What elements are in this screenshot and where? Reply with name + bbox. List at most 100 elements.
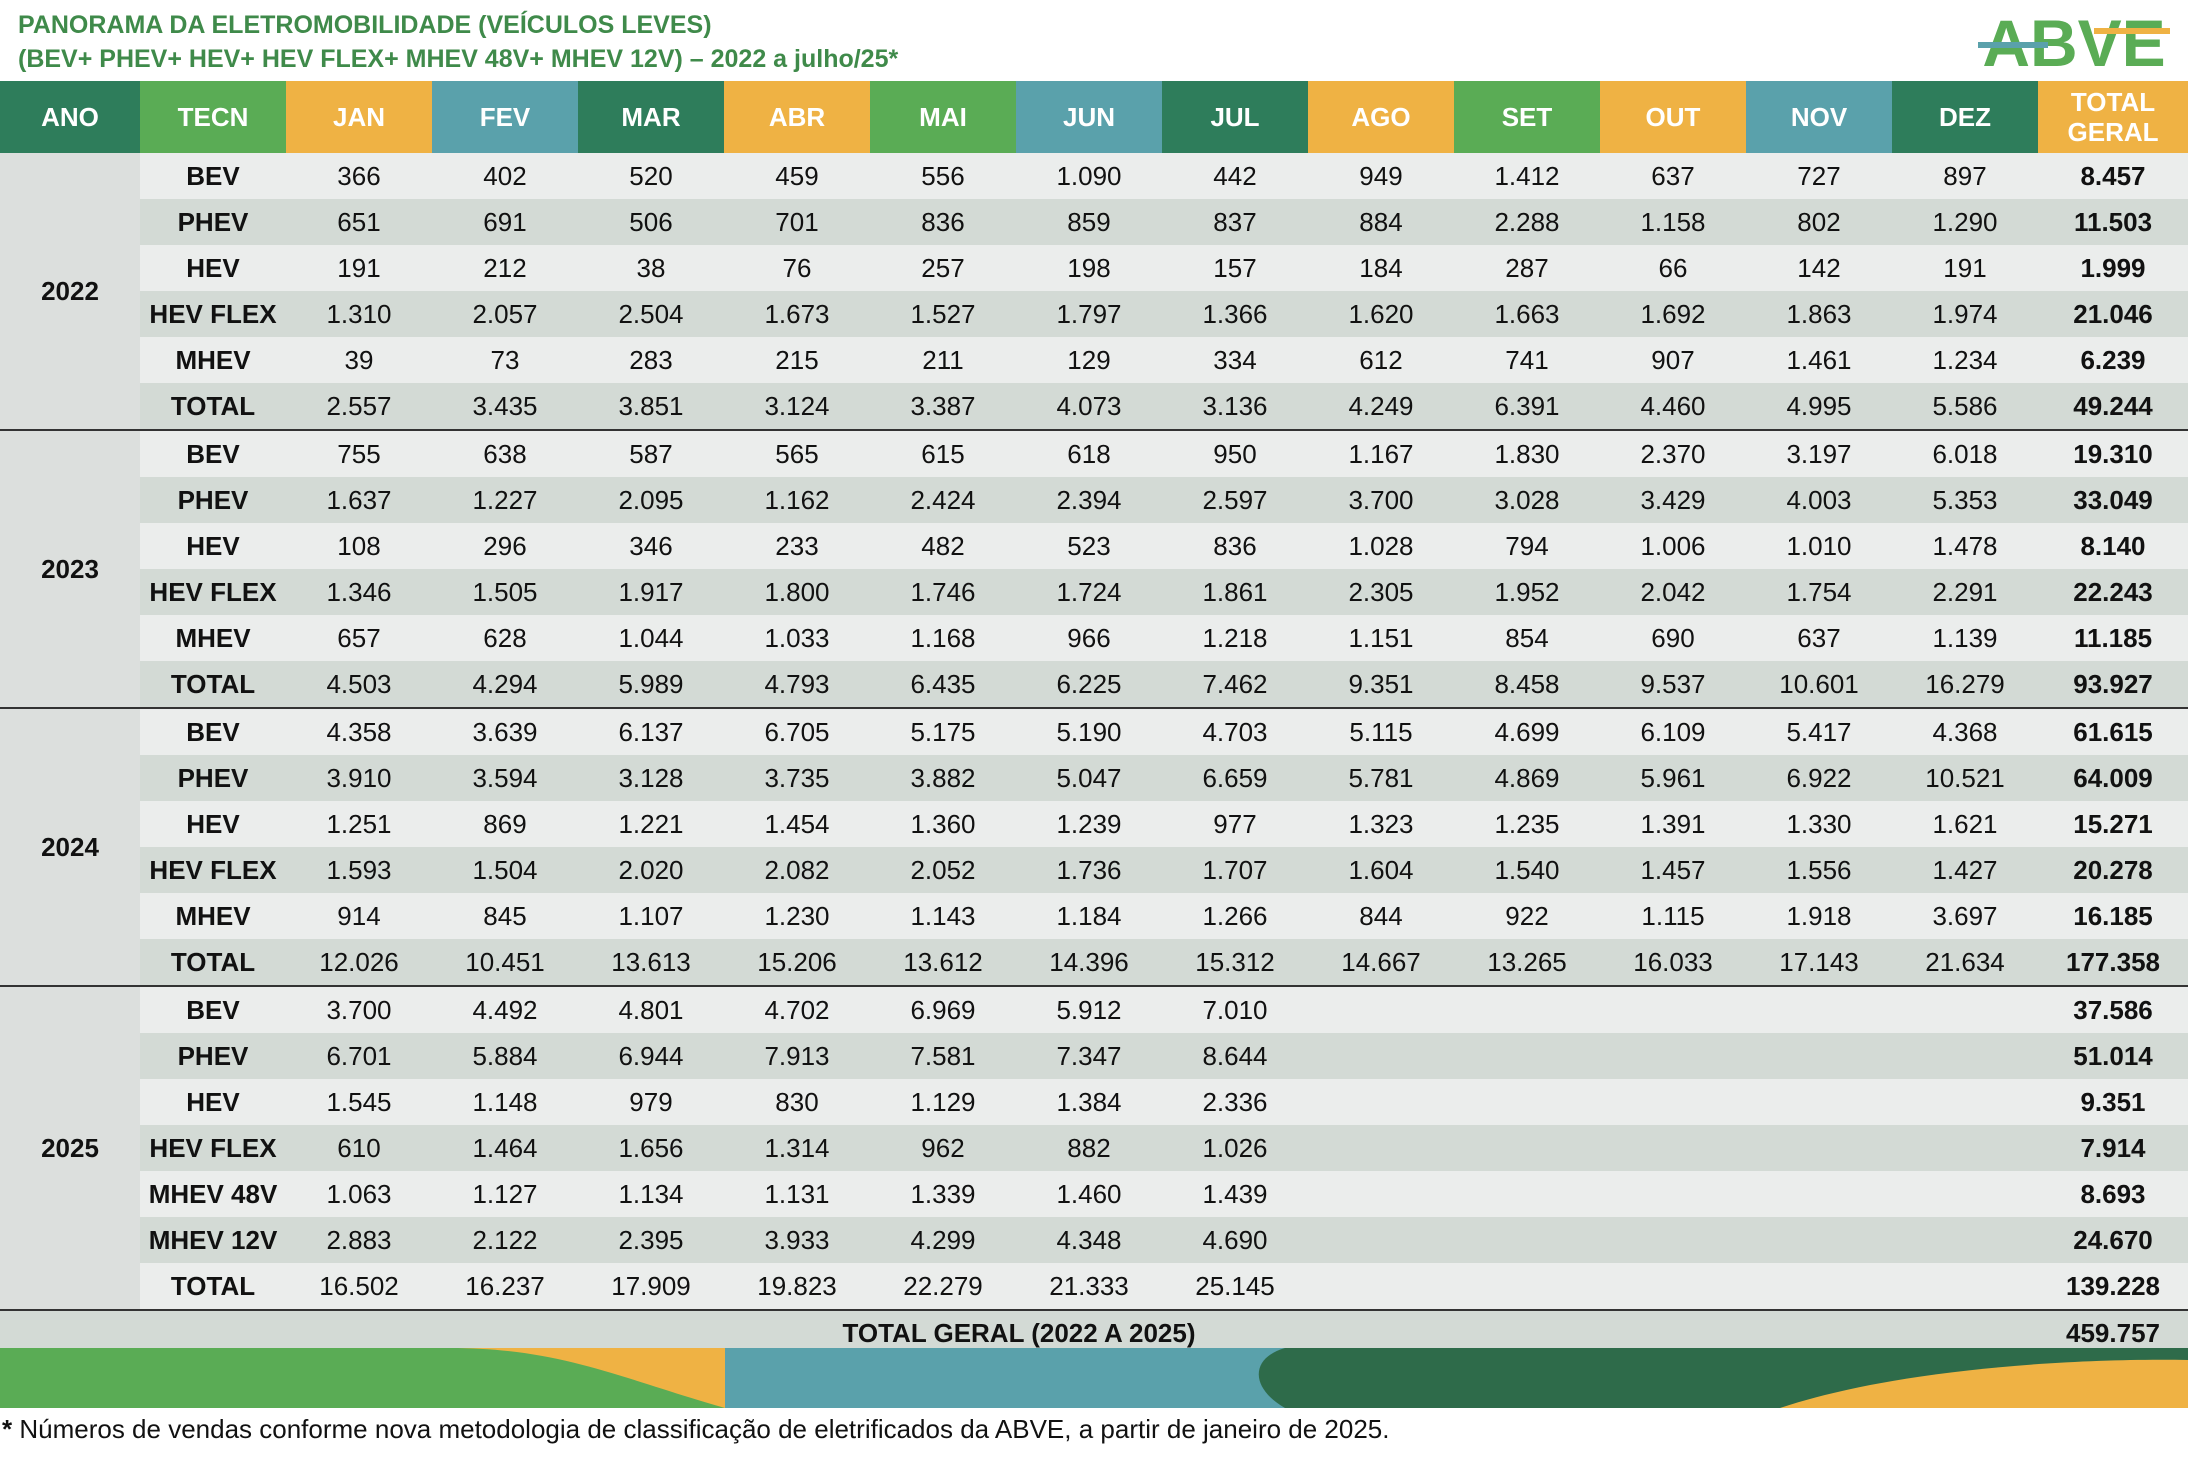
value-cell: 482 (870, 523, 1016, 569)
title-line-1: PANORAMA DA ELETROMOBILIDADE (VEÍCULOS L… (18, 11, 712, 39)
value-cell: 366 (286, 153, 432, 199)
value-cell: 25.145 (1162, 1263, 1308, 1310)
value-cell: 1.006 (1600, 523, 1746, 569)
table-row: 2025 BEV 3.700 4.492 4.801 4.702 6.969 5.912 7.0… (0, 985, 2188, 1310)
value-cell: 882 (1016, 1125, 1162, 1171)
value-cell: 1.454 (724, 801, 870, 847)
value-cell (1892, 1125, 2038, 1171)
value-cell (1308, 1079, 1454, 1125)
value-cell: 950 (1162, 429, 1308, 477)
value-cell: 215 (724, 337, 870, 383)
tecn-cell: BEV (140, 985, 286, 1033)
value-cell: 741 (1454, 337, 1600, 383)
value-cell: 1.063 (286, 1171, 432, 1217)
value-cell: 755 (286, 429, 432, 477)
table-row: TOTAL 4.503 4.294 5.989 4.793 6.435 6.225 7.462… (0, 661, 2188, 708)
value-cell: 6.018 (1892, 429, 2038, 477)
value-cell: 701 (724, 199, 870, 245)
value-cell: 1.620 (1308, 291, 1454, 337)
value-cell (1308, 1171, 1454, 1217)
value-cell: 587 (578, 429, 724, 477)
table-row: PHEV 1.637 1.227 2.095 1.162 2.424 2.394 2.597 3… (0, 477, 2188, 523)
value-cell: 1.527 (870, 291, 1016, 337)
value-cell: 4.703 (1162, 707, 1308, 755)
value-cell: 1.427 (1892, 847, 2038, 893)
value-cell: 4.460 (1600, 383, 1746, 430)
value-cell: 1.148 (432, 1079, 578, 1125)
value-cell: 3.435 (432, 383, 578, 430)
value-cell: 1.673 (724, 291, 870, 337)
page-title: PANORAMA DA ELETROMOBILIDADE (VEÍCULOS L… (18, 8, 898, 76)
value-cell: 1.251 (286, 801, 432, 847)
value-cell: 3.882 (870, 755, 1016, 801)
value-cell: 1.162 (724, 477, 870, 523)
value-cell: 1.861 (1162, 569, 1308, 615)
table-row: PHEV 651 691 506 701 836 859 837 884 2.288 1.158 80… (0, 199, 2188, 245)
value-cell: 142 (1746, 245, 1892, 291)
row-total-cell: 33.049 (2038, 477, 2188, 523)
value-cell: 794 (1454, 523, 1600, 569)
value-cell: 977 (1162, 801, 1308, 847)
value-cell: 1.917 (578, 569, 724, 615)
value-cell: 1.131 (724, 1171, 870, 1217)
table-row: 2024 BEV 4.358 3.639 6.137 6.705 5.175 5.190 4.7… (0, 707, 2188, 986)
value-cell: 6.109 (1600, 707, 1746, 755)
value-cell (1454, 1171, 1600, 1217)
value-cell (1600, 1125, 1746, 1171)
table-row: MHEV 914 845 1.107 1.230 1.143 1.184 1.266 844 92… (0, 893, 2188, 939)
column-header-13: DEZ (1892, 81, 2038, 153)
value-cell: 727 (1746, 153, 1892, 199)
value-cell: 506 (578, 199, 724, 245)
tecn-cell: HEV FLEX (140, 291, 286, 337)
row-total-cell: 15.271 (2038, 801, 2188, 847)
value-cell: 690 (1600, 615, 1746, 661)
value-cell: 1.227 (432, 477, 578, 523)
value-cell: 6.922 (1746, 755, 1892, 801)
value-cell: 2.052 (870, 847, 1016, 893)
column-header-12: NOV (1746, 81, 1892, 153)
row-total-cell: 8.457 (2038, 153, 2188, 199)
value-cell: 1.692 (1600, 291, 1746, 337)
value-cell: 8.458 (1454, 661, 1600, 708)
value-cell: 17.143 (1746, 939, 1892, 986)
value-cell: 914 (286, 893, 432, 939)
value-cell: 1.310 (286, 291, 432, 337)
value-cell (1308, 1033, 1454, 1079)
value-cell: 3.124 (724, 383, 870, 430)
value-cell: 7.581 (870, 1033, 1016, 1079)
value-cell: 3.387 (870, 383, 1016, 430)
value-cell: 4.358 (286, 707, 432, 755)
table-row: TOTAL 12.026 10.451 13.613 15.206 13.612 14.39… (0, 939, 2188, 986)
value-cell: 129 (1016, 337, 1162, 383)
value-cell: 651 (286, 199, 432, 245)
value-cell: 802 (1746, 199, 1892, 245)
tecn-cell: PHEV (140, 1033, 286, 1079)
value-cell: 897 (1892, 153, 2038, 199)
value-cell (1600, 1171, 1746, 1217)
value-cell (1746, 1033, 1892, 1079)
value-cell: 565 (724, 429, 870, 477)
value-cell: 191 (286, 245, 432, 291)
value-cell: 884 (1308, 199, 1454, 245)
value-cell: 4.348 (1016, 1217, 1162, 1263)
value-cell: 7.462 (1162, 661, 1308, 708)
column-header-1: TECN (140, 81, 286, 153)
table-row: HEV FLEX 1.346 1.505 1.917 1.800 1.746 1.724 1.… (0, 569, 2188, 615)
value-cell: 1.330 (1746, 801, 1892, 847)
value-cell: 922 (1454, 893, 1600, 939)
value-cell: 1.707 (1162, 847, 1308, 893)
value-cell: 19.823 (724, 1263, 870, 1310)
year-cell: 2023 (0, 429, 140, 708)
value-cell: 2.291 (1892, 569, 2038, 615)
column-header-4: MAR (578, 81, 724, 153)
value-cell: 1.127 (432, 1171, 578, 1217)
value-cell: 73 (432, 337, 578, 383)
row-total-cell: 177.358 (2038, 939, 2188, 986)
table-row: TOTAL 16.502 16.237 17.909 19.823 22.279 21.33… (0, 1263, 2188, 1310)
value-cell: 10.451 (432, 939, 578, 986)
value-cell: 837 (1162, 199, 1308, 245)
value-cell: 1.746 (870, 569, 1016, 615)
value-cell: 1.167 (1308, 429, 1454, 477)
value-cell: 4.801 (578, 985, 724, 1033)
tecn-cell: HEV (140, 245, 286, 291)
